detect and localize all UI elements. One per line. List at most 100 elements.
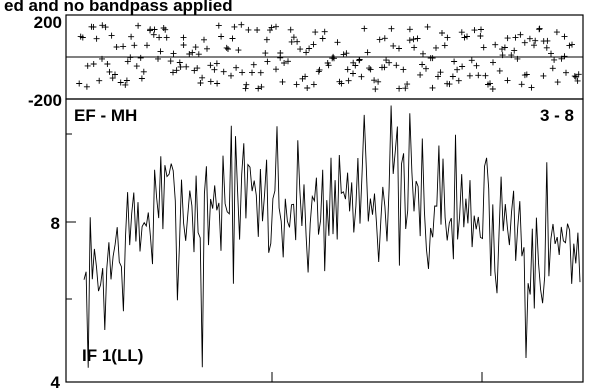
phase-point <box>123 77 130 84</box>
phase-point <box>381 64 388 71</box>
phase-point <box>117 79 124 86</box>
phase-point <box>532 37 539 44</box>
phase-point <box>381 35 388 42</box>
phase-point <box>404 81 411 88</box>
phase-point <box>406 37 413 44</box>
phase-point <box>402 85 409 92</box>
phase-point <box>162 26 169 33</box>
phase-point <box>303 49 310 56</box>
phase-point <box>429 55 436 62</box>
phase-point <box>455 77 462 84</box>
phase-point <box>429 84 436 91</box>
phase-point <box>128 33 135 40</box>
phase-point <box>199 74 206 81</box>
phase-point <box>571 73 578 80</box>
phase-point <box>151 26 158 33</box>
phase-point <box>83 83 90 90</box>
phase-point <box>478 26 484 33</box>
phase-point <box>90 24 97 30</box>
phase-point <box>451 58 458 65</box>
plot-title: ed and no bandpass applied <box>4 0 233 15</box>
phase-point <box>186 51 193 57</box>
phase-point <box>396 85 403 92</box>
phase-point <box>375 78 382 85</box>
phase-point <box>104 61 111 67</box>
phase-point <box>238 21 245 28</box>
amp-tick-bottom-label: 4 <box>51 373 61 389</box>
phase-point <box>345 77 352 84</box>
phase-point <box>464 33 470 40</box>
phase-point <box>109 75 116 82</box>
phase-point <box>414 35 421 42</box>
phase-point <box>124 58 131 65</box>
phase-point <box>344 66 351 73</box>
phase-point <box>499 52 506 59</box>
phase-point <box>263 36 270 43</box>
phase-point <box>490 59 496 66</box>
phase-point <box>563 69 569 76</box>
amplitude-series-line <box>83 105 581 368</box>
phase-point <box>487 80 493 87</box>
phase-point <box>521 39 528 46</box>
phase-point <box>330 53 337 60</box>
phase-point <box>214 80 221 87</box>
phase-point <box>155 55 161 62</box>
phase-point <box>419 61 426 68</box>
phase-point <box>310 81 317 88</box>
phase-point <box>207 62 214 69</box>
phase-point <box>102 24 109 31</box>
phase-point <box>343 50 350 57</box>
channel-range-label: 3 - 8 <box>540 106 574 125</box>
phase-point <box>551 56 558 63</box>
phase-point <box>566 42 573 49</box>
phase-point <box>544 37 551 44</box>
phase-point <box>255 85 262 92</box>
phase-point <box>504 77 511 84</box>
phase-point <box>306 45 313 52</box>
phase-point <box>112 71 118 78</box>
phase-point <box>243 81 250 88</box>
phase-point <box>170 69 176 76</box>
phase-point <box>316 66 323 73</box>
phase-point <box>287 26 294 33</box>
phase-point <box>388 25 395 32</box>
phase-point <box>496 67 503 74</box>
phase-point <box>459 63 466 70</box>
phase-point <box>201 36 207 43</box>
baseline-label: EF - MH <box>74 106 137 125</box>
phase-point <box>197 80 204 86</box>
phase-point <box>386 59 393 66</box>
phase-point <box>406 26 413 33</box>
phase-point <box>340 51 347 58</box>
phase-point <box>297 46 304 53</box>
phase-point <box>331 55 337 62</box>
phase-point <box>93 35 100 42</box>
phase-point <box>361 25 368 32</box>
phase-point <box>215 22 222 29</box>
phase-point <box>366 65 373 72</box>
phase-point <box>235 47 242 54</box>
phase-point <box>482 72 489 79</box>
phase-point <box>437 69 444 76</box>
phase-point <box>288 38 295 45</box>
phase-point <box>569 41 575 48</box>
phase-point <box>257 69 264 76</box>
phase-point <box>144 42 150 49</box>
phase-point <box>231 23 238 30</box>
phase-point <box>258 83 265 90</box>
phase-point <box>268 24 275 31</box>
phase-point <box>454 66 461 73</box>
phase-point <box>410 36 417 43</box>
phase-point <box>468 57 475 64</box>
phase-point <box>528 84 535 91</box>
phase-point <box>189 49 196 56</box>
phase-point <box>466 72 473 79</box>
phase-point <box>180 34 187 41</box>
phase-point <box>364 49 371 56</box>
phase-point <box>76 80 83 87</box>
phase-point <box>127 54 134 61</box>
phase-point <box>371 77 378 84</box>
phase-point <box>157 48 164 55</box>
phase-point <box>372 86 379 93</box>
phase-point <box>156 34 163 41</box>
